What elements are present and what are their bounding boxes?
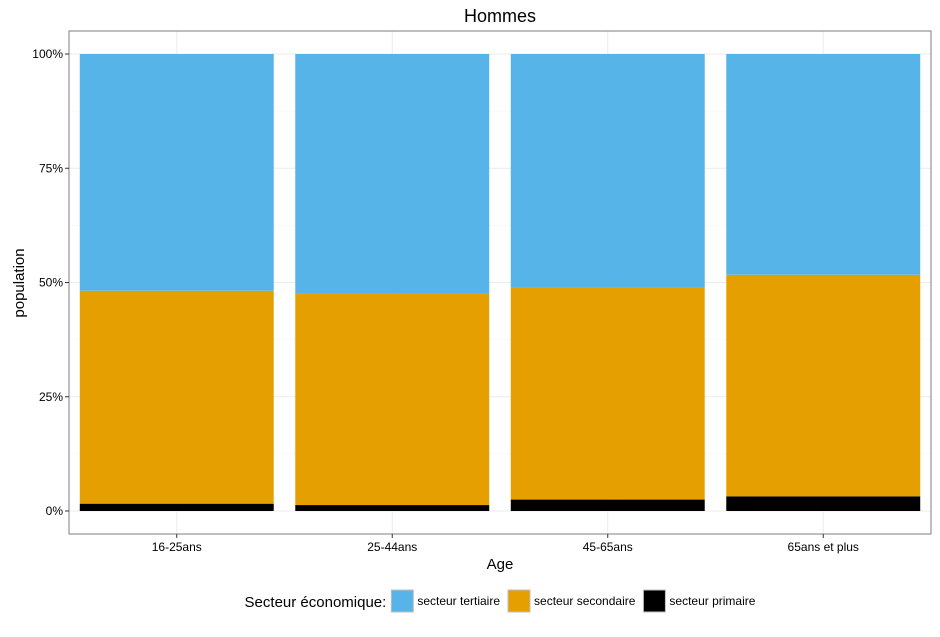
x-axis-title: Age [487, 556, 514, 573]
y-tick-label: 50% [39, 276, 63, 290]
bars [79, 54, 921, 511]
legend-label: secteur primaire [669, 594, 755, 608]
y-tick-label: 100% [32, 47, 63, 61]
y-tick-label: 0% [46, 504, 64, 518]
x-tick-label: 65ans et plus [788, 540, 859, 554]
bar-segment [510, 287, 705, 500]
legend-title: Secteur économique: [245, 594, 387, 611]
y-tick-label: 75% [39, 161, 63, 175]
bar-segment [510, 499, 705, 511]
legend-label: secteur tertiaire [417, 594, 500, 608]
y-axis: 0% 25% 50% 75% 100% [32, 47, 69, 518]
bar-segment [79, 290, 274, 504]
x-tick-label: 25-44ans [367, 540, 417, 554]
legend-label: secteur secondaire [534, 594, 636, 608]
bar-segment [295, 505, 490, 511]
legend-key [390, 589, 414, 613]
bar-segment [79, 503, 274, 511]
bar-segment [726, 54, 921, 275]
bar-segment [510, 54, 705, 288]
x-axis: 16-25ans 25-44ans 45-65ans 65ans et plus [152, 534, 859, 554]
bar-segment [726, 496, 921, 511]
y-tick-label: 25% [39, 390, 63, 404]
x-tick-label: 16-25ans [152, 540, 202, 554]
bar-segment [726, 274, 921, 497]
legend-key [642, 589, 666, 613]
bar-segment [79, 54, 274, 291]
x-tick-label: 45-65ans [583, 540, 633, 554]
legend: Secteur économique: secteur tertiaire sect… [245, 589, 756, 613]
bar-segment [295, 293, 490, 506]
legend-key [507, 589, 531, 613]
y-axis-title: population [11, 248, 28, 317]
chart-title: Hommes [464, 6, 536, 26]
bar-segment [295, 54, 490, 294]
